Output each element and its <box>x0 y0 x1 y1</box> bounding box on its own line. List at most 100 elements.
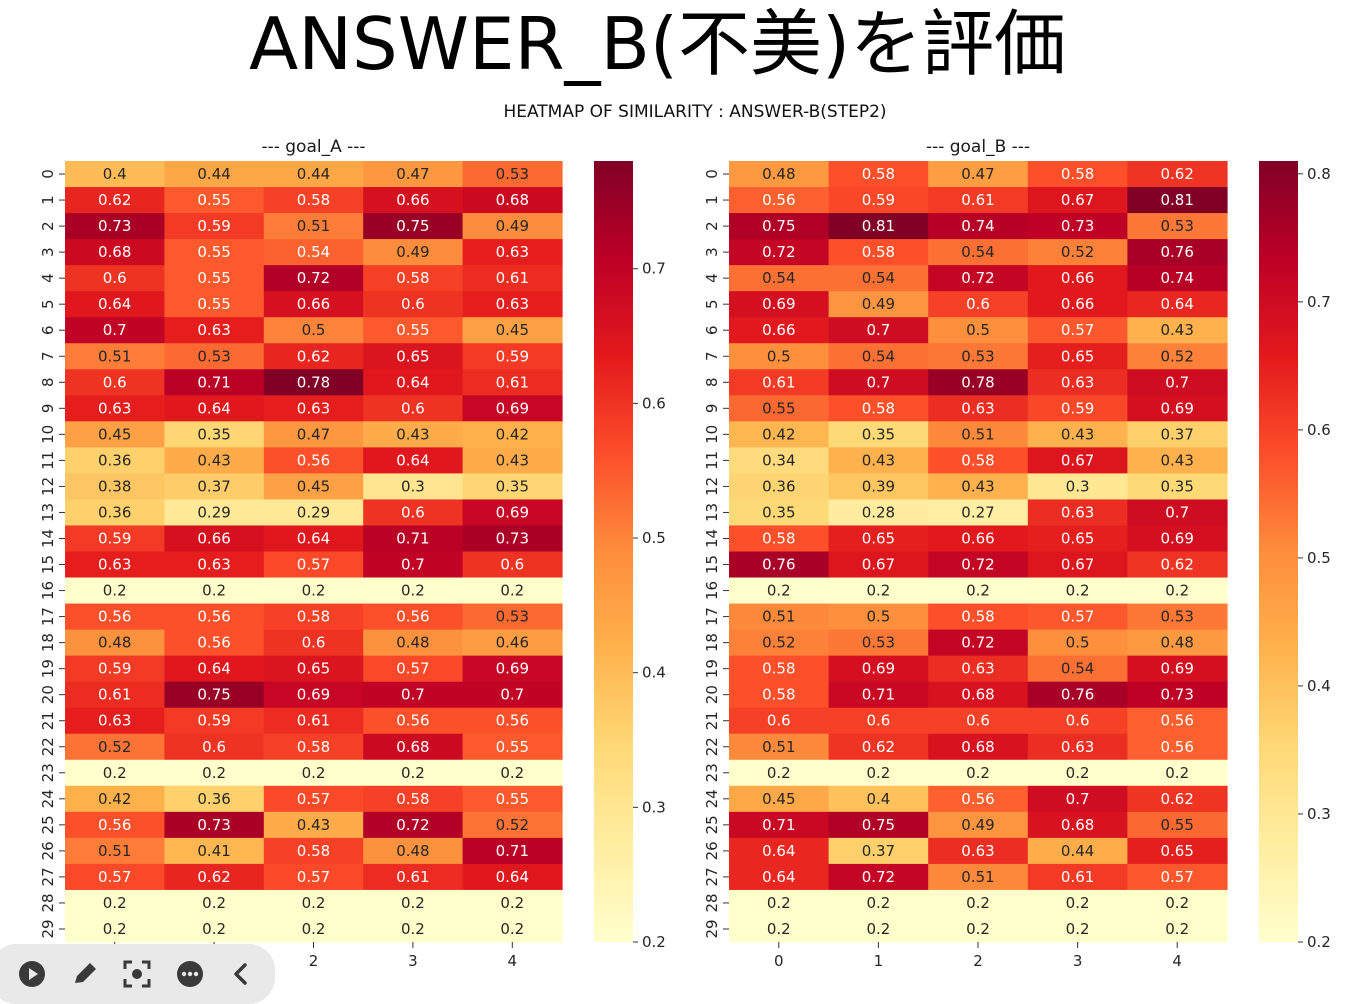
cell-value-label: 0.2 <box>1165 582 1189 600</box>
heatmap-cell <box>1127 915 1228 943</box>
cell-value-label: 0.73 <box>197 816 230 834</box>
cell-value-label: 0.2 <box>866 920 890 938</box>
cell-value-label: 0.43 <box>197 451 230 469</box>
cell-value-label: 0.56 <box>297 451 330 469</box>
cell-value-label: 0.65 <box>1061 347 1094 365</box>
heatmap-cell <box>263 421 364 448</box>
heatmap-cell <box>729 239 830 266</box>
heatmap-cell <box>164 499 265 527</box>
cell-value-label: 0.66 <box>1061 295 1094 313</box>
cell-value-label: 0.43 <box>1061 425 1094 443</box>
cell-value-label: 0.67 <box>862 556 895 574</box>
heatmap-cell <box>1027 889 1128 917</box>
y-tick-label: 27 <box>703 867 721 886</box>
pen-button[interactable] <box>70 959 100 989</box>
cell-value-label: 0.59 <box>862 191 895 209</box>
cell-value-label: 0.7 <box>1066 790 1090 808</box>
cell-value-label: 0.2 <box>966 582 990 600</box>
heatmap-cell <box>928 629 1029 657</box>
heatmap-cell <box>1027 837 1128 865</box>
y-tick-label: 10 <box>703 425 721 444</box>
heatmap-cell <box>65 291 165 318</box>
cell-value-label: 0.58 <box>297 842 330 860</box>
heatmap-cell <box>1127 707 1228 735</box>
heatmap-cell <box>462 421 563 448</box>
heatmap-cell <box>65 785 165 813</box>
heatmap-cell <box>363 369 464 396</box>
x-tick-label: 2 <box>309 952 319 970</box>
cell-value-label: 0.2 <box>966 764 990 782</box>
y-tick-label: 25 <box>703 815 721 834</box>
heatmap-cell <box>263 317 364 344</box>
colorbar-tick-label: 0.6 <box>1307 421 1331 439</box>
cell-value-label: 0.51 <box>961 868 994 886</box>
cell-value-label: 0.73 <box>496 529 529 547</box>
colorbar-tick-label: 0.7 <box>1307 293 1331 311</box>
y-tick-label: 5 <box>703 299 721 309</box>
heatmap-cell <box>65 317 165 344</box>
heatmap-cell <box>65 369 165 396</box>
cell-value-label: 0.68 <box>961 738 994 756</box>
y-tick-label: 15 <box>703 555 721 574</box>
heatmap-cell <box>462 863 563 891</box>
cell-value-label: 0.66 <box>197 529 230 547</box>
cell-value-label: 0.63 <box>197 556 230 574</box>
heatmap-cell <box>164 161 265 188</box>
cell-value-label: 0.51 <box>762 738 795 756</box>
heatmap-cell <box>828 759 929 787</box>
play-button[interactable] <box>17 959 47 989</box>
heatmap-cell <box>263 603 364 631</box>
cell-value-label: 0.6 <box>401 399 425 417</box>
cell-value-label: 0.72 <box>961 269 994 287</box>
heatmap-cell <box>263 291 364 318</box>
y-tick-label: 16 <box>39 581 57 600</box>
cell-value-label: 0.61 <box>1061 868 1094 886</box>
cell-value-label: 0.64 <box>1160 295 1193 313</box>
y-tick-label: 10 <box>39 425 57 444</box>
heatmap-cell <box>164 785 265 813</box>
heatmap-cell <box>462 161 563 188</box>
heatmap-cell <box>263 629 364 657</box>
heatmap-cell <box>164 473 265 501</box>
heatmap-cell <box>1127 421 1228 448</box>
panel-title: --- goal_B --- <box>926 137 1030 157</box>
heatmap-cell <box>828 239 929 266</box>
heatmap-cell <box>828 811 929 839</box>
cell-value-label: 0.72 <box>396 816 429 834</box>
cell-value-label: 0.54 <box>862 269 895 287</box>
heatmap-cell <box>1027 239 1128 266</box>
y-tick-label: 20 <box>703 685 721 704</box>
focus-button[interactable] <box>122 959 152 989</box>
cell-value-label: 0.2 <box>302 894 326 912</box>
cell-value-label: 0.2 <box>302 764 326 782</box>
colorbar-tick-label: 0.7 <box>642 260 666 278</box>
cell-value-label: 0.6 <box>966 295 990 313</box>
heatmap-cell <box>1127 317 1228 344</box>
cell-value-label: 0.55 <box>197 191 230 209</box>
heatmap-cell <box>729 265 830 292</box>
y-tick-label: 7 <box>39 351 57 361</box>
cell-value-label: 0.62 <box>862 738 895 756</box>
heatmap-cell <box>164 915 265 943</box>
heatmap-cell <box>263 265 364 292</box>
back-button[interactable] <box>226 959 256 989</box>
heatmap-cell <box>1027 161 1128 188</box>
heatmap-cell <box>1027 343 1128 370</box>
cell-value-label: 0.7 <box>103 321 127 339</box>
cell-value-label: 0.71 <box>762 816 795 834</box>
heatmap-cell <box>928 837 1029 865</box>
cell-value-label: 0.52 <box>1160 347 1193 365</box>
cell-value-label: 0.43 <box>496 451 529 469</box>
y-tick-label: 23 <box>39 763 57 782</box>
more-button[interactable] <box>175 959 205 989</box>
heatmap-cell <box>462 343 563 370</box>
cell-value-label: 0.35 <box>1160 477 1193 495</box>
heatmap-cell <box>363 577 464 605</box>
cell-value-label: 0.54 <box>762 269 795 287</box>
cell-value-label: 0.56 <box>1160 738 1193 756</box>
heatmap-cell <box>462 447 563 474</box>
cell-value-label: 0.72 <box>961 634 994 652</box>
heatmap-cell <box>263 395 364 422</box>
y-tick-label: 1 <box>703 195 721 205</box>
cell-value-label: 0.45 <box>496 321 529 339</box>
